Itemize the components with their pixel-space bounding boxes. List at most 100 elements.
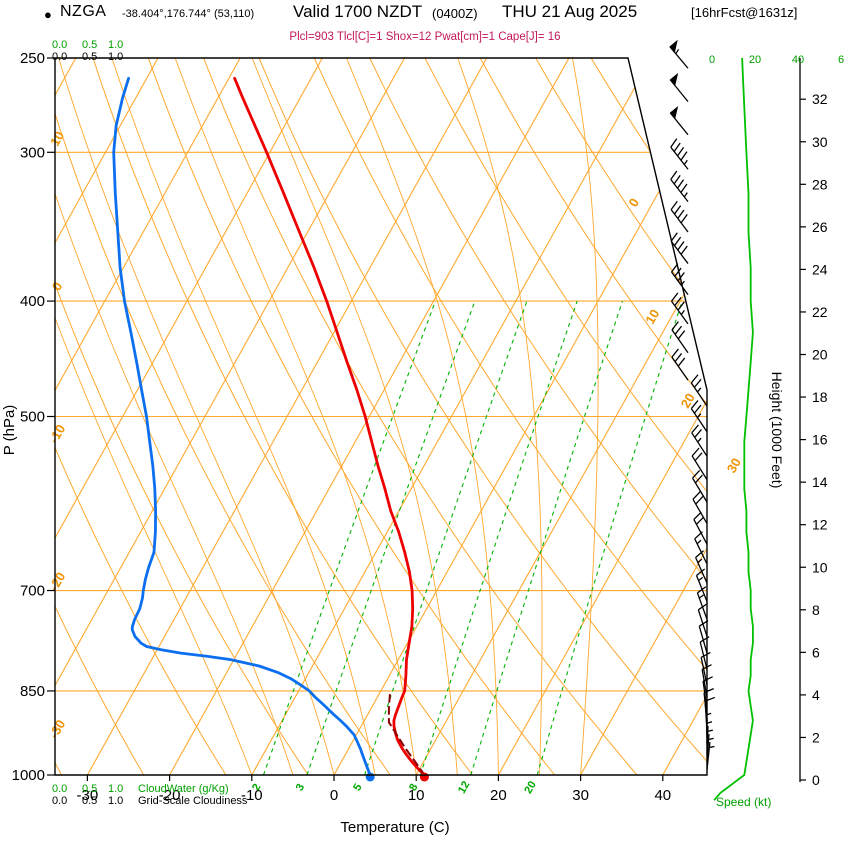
isotherm-line [55, 58, 406, 775]
wind-barb-full [677, 241, 685, 251]
dry-adiabat-line [55, 58, 145, 775]
temperature-tick-label: 20 [490, 787, 507, 804]
mixing-ratio-grid [262, 300, 683, 775]
wind-barb-staff [696, 592, 708, 620]
wind-barb-staff [706, 725, 709, 754]
wind-barb-full [694, 531, 703, 540]
wind-barb [691, 424, 708, 457]
wind-barb [671, 292, 689, 325]
wind-barb-full [699, 636, 710, 643]
wind-barb [669, 39, 689, 69]
temperature-tick-label: 10 [408, 787, 425, 804]
wind-barb-half [696, 387, 702, 393]
wind-barb-staff [670, 179, 689, 202]
wind-barb-staff [706, 733, 710, 762]
wind-barb [690, 400, 708, 433]
wind-barb [692, 491, 708, 524]
cloudwater-scale-top: 1.0 [108, 39, 123, 51]
height-tick-label: 4 [812, 687, 820, 703]
temperature-tick-label: -10 [241, 787, 263, 804]
wind-barb [706, 741, 715, 770]
dry-adiabat-line [92, 58, 473, 775]
moist-adiabat-line [346, 58, 499, 775]
station-id: NZGA [60, 3, 107, 20]
moist-adiabat-line [111, 58, 376, 775]
mixing-ratio-label: 5 [351, 782, 364, 793]
moist-adiabat-line [251, 58, 458, 775]
wind-barb-full [677, 179, 685, 189]
isotherm-line [169, 58, 570, 775]
surface-dewpoint-dot [365, 772, 375, 782]
moist-adiabat-line [55, 58, 253, 775]
wind-barb [706, 733, 714, 762]
wind-barb-full [677, 330, 686, 340]
height-tick-label: 0 [812, 772, 820, 788]
cloudiness-scale-bottom: 0.5 [82, 795, 97, 807]
temperature-axis-title: Temperature (C) [340, 819, 449, 836]
station-coordinates: -38.404°,176.744° (53,110) [122, 8, 255, 20]
temperature-tick-label: -20 [159, 787, 181, 804]
mixing-ratio-label: 2 [250, 782, 263, 793]
isotherm-label-left: 0 [49, 279, 66, 293]
wind-barb [695, 568, 708, 602]
wind-barb-half [707, 729, 713, 733]
mixing-ratio-line [364, 300, 528, 775]
valid-date: THU 21 Aug 2025 [502, 2, 638, 21]
wind-barb-staff [702, 681, 708, 709]
wind-barb-full [680, 151, 688, 161]
height-tick-label: 14 [812, 474, 828, 490]
wind-barb-staff [670, 146, 689, 170]
wind-barb-full [694, 474, 703, 484]
temperature-tick-label: -30 [77, 787, 99, 804]
pressure-tick-label: 250 [20, 50, 45, 67]
wind-barb-half [680, 310, 685, 315]
mixing-ratio-label: 20 [522, 779, 539, 796]
wind-barb-staff [706, 741, 711, 770]
dry-adiabat-line [203, 58, 638, 775]
temperature-axis: -30 -20 -10 0 10 20 30 40 Temperature (C) [77, 775, 671, 836]
wind-barb [671, 348, 689, 381]
height-tick-label: 6 [812, 644, 820, 660]
wind-barb-pennant [669, 39, 678, 54]
wind-barb-half [709, 745, 715, 749]
wind-barb [692, 469, 708, 503]
isotherm-line [251, 58, 652, 775]
dry-adiabat-line [479, 58, 707, 775]
wind-barb-pennant [669, 72, 679, 87]
cloudiness-scale-bottom: 0.0 [52, 795, 67, 807]
wind-barb-half [683, 159, 688, 165]
wind-barb-staff [671, 356, 689, 381]
wind-barb-half [708, 737, 714, 741]
wind-barb [691, 447, 708, 481]
wind-barb-half [698, 594, 704, 599]
wind-barb-staff [691, 455, 708, 481]
wind-barb-full [674, 353, 683, 363]
isotherm-line [86, 58, 488, 775]
dry-adiabat-line [369, 58, 707, 775]
wind-barb-full [701, 664, 712, 670]
temperature-tick-label: 0 [330, 787, 338, 804]
isotherm-label-right: 30 [724, 455, 744, 475]
wind-barb [693, 511, 708, 545]
wind-barb [696, 586, 708, 620]
wind-barb [694, 531, 708, 565]
wind-barb-full [693, 378, 702, 388]
wind-barb-half [675, 48, 680, 55]
wind-barb-full [695, 496, 704, 505]
valid-time-utc: (0400Z) [432, 6, 478, 21]
wind-barb-full [673, 174, 681, 185]
dry-adiabat-line [535, 58, 707, 775]
mixing-ratio-line [262, 300, 436, 775]
wind-barb-staff [693, 519, 708, 545]
isotherm-line [55, 58, 241, 775]
forecast-hour: [16hrFcst@1631z] [691, 5, 798, 20]
height-tick-label: 2 [812, 729, 820, 745]
wind-barb-staff [671, 329, 689, 354]
cloudwater-scale-bottom: 1.0 [108, 783, 123, 795]
dry-adiabat-line [55, 58, 391, 775]
cloudiness-scale-bottom: 1.0 [108, 795, 123, 807]
wind-barb-full [695, 550, 704, 558]
mixing-ratio-line [470, 300, 624, 775]
pressure-tick-label: 1000 [12, 767, 45, 784]
